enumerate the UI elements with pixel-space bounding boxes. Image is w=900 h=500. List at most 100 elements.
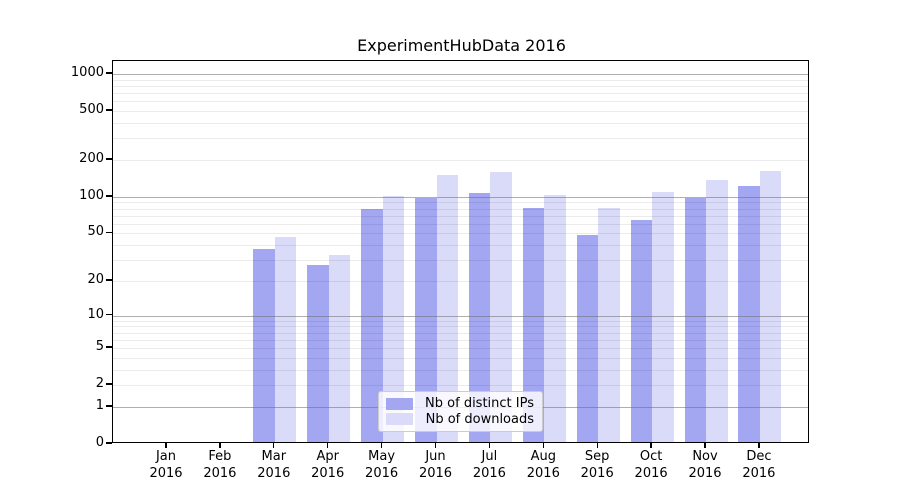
y-tick-mark [106, 158, 112, 160]
plot-area [112, 60, 809, 443]
x-tick-label: Oct 2016 [634, 449, 668, 481]
legend: Nb of distinct IPs Nb of downloads [378, 391, 543, 432]
gridline-minor [113, 111, 808, 113]
gridline-minor [113, 122, 808, 124]
y-tick-label: 10 [87, 306, 104, 322]
y-tick-label: 50 [87, 224, 104, 240]
bar-distinct-ips [522, 207, 545, 442]
gridline-minor [113, 208, 808, 210]
chart-title: ExperimentHubData 2016 [357, 36, 566, 55]
x-tick-mark [380, 443, 383, 448]
gridline-minor [113, 357, 808, 359]
bar-distinct-ips [630, 220, 653, 442]
bar-downloads [490, 171, 512, 442]
y-tick-label: 0 [95, 435, 104, 450]
y-tick-mark [106, 72, 112, 74]
x-tick-mark [165, 443, 167, 448]
x-tick-mark [758, 443, 760, 448]
y-tick-mark [106, 231, 112, 234]
gridline-minor [113, 101, 808, 103]
bar-distinct-ips [468, 192, 491, 442]
gridline-minor [113, 93, 808, 95]
y-tick-label: 2 [95, 376, 104, 392]
gridline-minor [113, 215, 808, 217]
bar-distinct-ips [307, 265, 329, 442]
y-tick-mark [106, 383, 112, 385]
gridline-minor [113, 280, 808, 282]
y-tick-label: 500 [79, 102, 104, 118]
x-tick-label: Jan 2016 [149, 449, 183, 481]
y-tick-mark [106, 313, 112, 316]
gridline-minor [113, 233, 808, 235]
bar-downloads [382, 196, 405, 442]
gridline-major [113, 315, 808, 317]
y-tick-label: 100 [79, 187, 104, 203]
gridline-minor [113, 348, 808, 350]
bar-downloads [436, 175, 458, 442]
y-tick-mark [106, 195, 112, 197]
y-tick-mark [106, 346, 112, 348]
y-tick-mark [106, 405, 112, 407]
gridline-minor [113, 159, 808, 161]
y-tick-label: 200 [79, 150, 104, 166]
x-tick-mark [488, 443, 491, 448]
legend-label-downloads: Nb of downloads [425, 411, 534, 427]
gridline-minor [113, 320, 808, 322]
legend-label-distinct-ips: Nb of distinct IPs [425, 396, 534, 412]
legend-swatch-distinct-ips [386, 397, 413, 410]
gridline-minor [113, 85, 808, 87]
bar-distinct-ips [684, 198, 706, 442]
gridline-minor [113, 79, 808, 81]
bar-downloads [598, 207, 620, 442]
legend-item-downloads: Nb of downloads [386, 412, 534, 428]
bar-distinct-ips [415, 197, 437, 442]
y-tick-label: 20 [87, 271, 104, 287]
gridline-minor [113, 138, 808, 140]
x-tick-mark [434, 443, 437, 448]
y-tick-mark [106, 279, 112, 281]
gridline-minor [113, 245, 808, 247]
bar-downloads [328, 254, 351, 442]
bar-distinct-ips [576, 234, 599, 442]
gridline-minor [113, 339, 808, 341]
bar-downloads [652, 192, 674, 442]
legend-item-distinct-ips: Nb of distinct IPs [386, 396, 534, 412]
x-tick-label: Dec 2016 [742, 449, 776, 481]
x-tick-mark [219, 443, 221, 448]
gridline-minor [113, 223, 808, 225]
x-tick-mark [542, 443, 544, 448]
x-tick-mark [650, 443, 652, 448]
y-tick-mark [106, 109, 112, 111]
x-tick-label: Mar 2016 [257, 449, 291, 481]
x-tick-label: Jul 2016 [472, 449, 506, 481]
x-tick-mark [327, 443, 329, 448]
bar-downloads [544, 194, 566, 442]
gridline-major [113, 73, 808, 75]
x-tick-label: May 2016 [365, 449, 399, 481]
y-tick-label: 1 [95, 397, 104, 413]
gridline-minor [113, 326, 808, 328]
bar-distinct-ips [738, 185, 760, 442]
x-tick-mark [596, 443, 598, 448]
bar-downloads [759, 171, 782, 442]
gridline-minor [113, 332, 808, 334]
bar-distinct-ips [361, 208, 383, 442]
gridline-major [113, 196, 808, 198]
x-tick-label: Nov 2016 [688, 449, 722, 481]
x-tick-mark [273, 443, 275, 448]
gridline-minor [113, 385, 808, 387]
x-tick-label: Jun 2016 [418, 449, 453, 481]
x-tick-label: Apr 2016 [311, 449, 345, 481]
y-tick-mark [106, 442, 112, 444]
y-tick-label: 5 [95, 339, 104, 355]
y-tick-label: 1000 [70, 64, 104, 80]
bar-distinct-ips [253, 248, 275, 442]
x-tick-label: Aug 2016 [526, 449, 560, 481]
gridline-minor [113, 260, 808, 262]
gridline-minor [113, 202, 808, 204]
gridline-minor [113, 369, 808, 371]
x-tick-label: Sep 2016 [580, 449, 614, 481]
x-tick-label: Feb 2016 [203, 449, 237, 481]
legend-swatch-downloads [386, 413, 413, 426]
